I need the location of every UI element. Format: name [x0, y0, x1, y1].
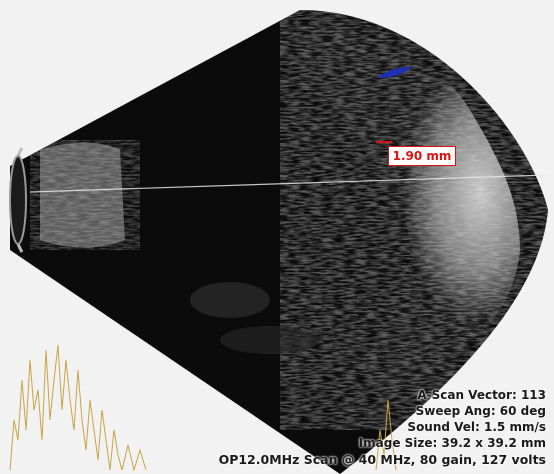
image-size-text: Image Size: 39.2 x 39.2 mm: [358, 436, 546, 450]
a-scan-waveform: [9, 344, 147, 472]
speckle-texture: [280, 10, 548, 430]
sweep-angle-text: Sweep Ang: 60 deg: [415, 404, 546, 418]
sound-velocity-text: Sound Vel: 1.5 mm/s: [407, 420, 546, 434]
blue-marker: [378, 66, 412, 78]
probe-settings-text: OP12.0MHz Scan @ 40 MHz, 80 gain, 127 vo…: [218, 452, 546, 467]
measurement-label: 1.90 mm: [388, 146, 456, 166]
a-scan-vector-line: [29, 174, 549, 193]
a-scan-vector-text: A-Scan Vector: 113: [417, 388, 546, 402]
